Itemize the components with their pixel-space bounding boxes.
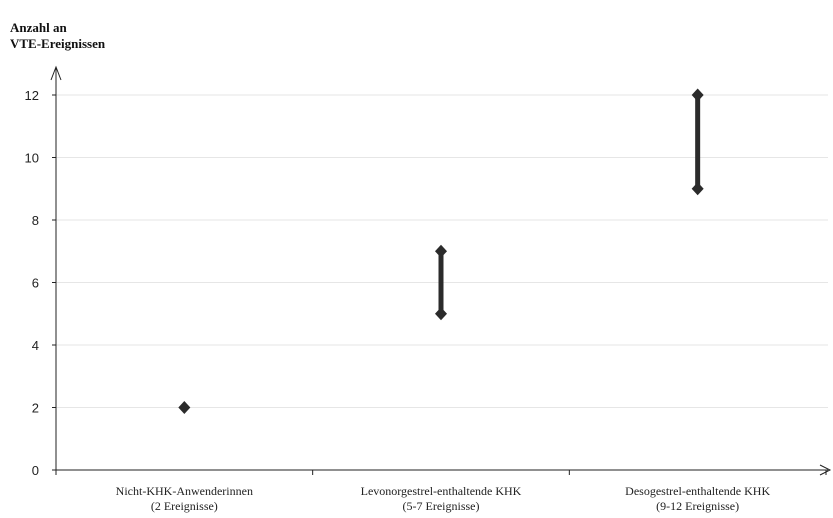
category-name: Levonorgestrel-enthaltende KHK xyxy=(360,484,522,498)
y-tick-label: 4 xyxy=(32,338,39,353)
x-category-label: Desogestrel-enthaltende KHK (9-12 Ereigni… xyxy=(578,484,818,514)
y-axis-label-line-2: VTE-Ereignissen xyxy=(10,36,106,51)
y-ticks: 0 2 4 6 8 10 12 xyxy=(25,88,56,478)
category-note: (9-12 Ereignisse) xyxy=(656,499,740,513)
low-marker xyxy=(435,307,447,321)
y-tick-label: 8 xyxy=(32,213,39,228)
axes xyxy=(50,65,832,476)
x-ticks xyxy=(55,470,827,475)
y-tick-label: 6 xyxy=(32,276,39,291)
y-tick-label: 0 xyxy=(32,463,39,478)
high-marker xyxy=(435,244,447,258)
y-tick-label: 10 xyxy=(25,151,39,166)
y-axis-arrow xyxy=(50,65,62,81)
category-note: (5-7 Ereignisse) xyxy=(402,499,480,513)
category-name: Desogestrel-enthaltende KHK xyxy=(625,484,771,498)
y-tick-label: 2 xyxy=(32,401,39,416)
category-note: (2 Ereignisse) xyxy=(150,499,218,513)
y-axis-label-line-1: Anzahl an xyxy=(10,20,67,35)
low-marker xyxy=(691,182,704,196)
x-category-label: Levonorgestrel-enthaltende KHK (5-7 Ereig… xyxy=(321,484,561,514)
point-marker xyxy=(178,401,191,414)
data-marks xyxy=(178,88,704,414)
range-mark-2 xyxy=(435,244,447,321)
range-mark-3 xyxy=(691,88,704,196)
range-mark-1 xyxy=(178,401,191,414)
high-marker xyxy=(691,88,704,102)
x-axis-arrow xyxy=(819,464,832,476)
category-name: Nicht-KHK-Anwenderinnen xyxy=(115,484,253,498)
x-category-label: Nicht-KHK-Anwenderinnen (2 Ereignisse) xyxy=(64,484,304,514)
y-tick-label: 12 xyxy=(25,88,39,103)
y-axis-label: Anzahl an VTE-Ereignissen xyxy=(10,20,105,52)
